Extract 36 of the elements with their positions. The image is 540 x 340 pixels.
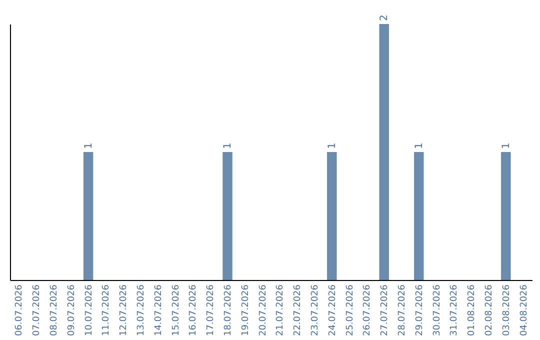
x-tick-label: 13.07.2026 [136, 284, 146, 336]
x-tick-label: 10.07.2026 [84, 284, 94, 336]
data-label: 1 [414, 142, 425, 149]
x-tick-label: 20.07.2026 [258, 284, 268, 336]
data-label: 1 [326, 142, 338, 149]
data-label: 1 [500, 142, 512, 149]
x-tick-label: 06.07.2026 [14, 284, 25, 336]
x-tick-label: 18.07.2026 [224, 284, 234, 336]
x-tick-label: 03.08.2026 [502, 284, 512, 336]
x-tick-label: 24.07.2026 [328, 284, 338, 336]
data-label: 2 [379, 14, 390, 21]
x-tick-label: 30.07.2026 [432, 284, 442, 336]
data-label: 1 [83, 142, 94, 149]
x-tick-label: 26.07.2026 [362, 284, 373, 336]
x-tick-label: 28.07.2026 [398, 284, 408, 336]
x-tick-label: 27.07.2026 [380, 284, 390, 336]
x-tick-label: 17.07.2026 [206, 284, 216, 336]
x-tick-label: 02.08.2026 [484, 284, 494, 336]
x-tick-label: 14.07.2026 [154, 284, 164, 336]
x-tick-label: 31.07.2026 [450, 284, 460, 336]
x-tick-label: 08.07.2026 [50, 284, 60, 336]
x-tick-label: 16.07.2026 [188, 284, 199, 336]
x-tick-label: 15.07.2026 [171, 284, 182, 336]
x-tick-label: 01.08.2026 [467, 284, 478, 336]
x-tick-label: 19.07.2026 [240, 284, 251, 336]
x-tick-label: 12.07.2026 [119, 284, 130, 336]
x-tick-label: 21.07.2026 [276, 284, 286, 336]
x-tick-label: 25.07.2026 [345, 284, 356, 336]
x-tick-label: 11.07.2026 [102, 284, 112, 336]
x-tick-label: 04.08.2026 [519, 284, 530, 336]
x-tick-label: 29.07.2026 [414, 284, 425, 336]
data-label: 1 [222, 142, 234, 149]
x-tick-label: 23.07.2026 [310, 284, 320, 336]
x-tick-label: 09.07.2026 [66, 284, 77, 336]
x-tick-label: 07.07.2026 [32, 284, 42, 336]
x-tick-label: 22.07.2026 [293, 284, 304, 336]
